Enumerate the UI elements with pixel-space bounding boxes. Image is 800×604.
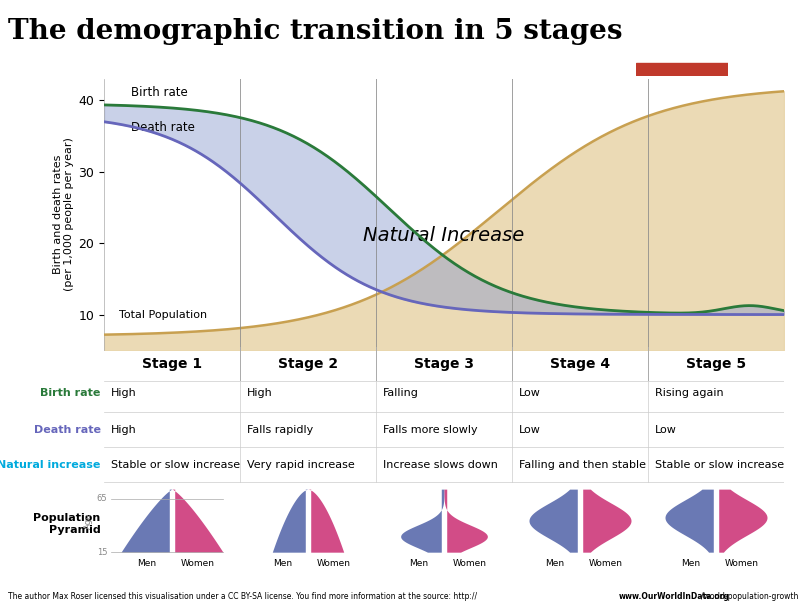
Text: Stage 3: Stage 3 — [414, 357, 474, 371]
Text: Men: Men — [681, 559, 700, 568]
Text: Birth rate: Birth rate — [131, 86, 188, 98]
Text: Women: Women — [181, 559, 214, 568]
Text: Stage 2: Stage 2 — [278, 357, 338, 371]
Text: High: High — [110, 425, 137, 434]
Text: Men: Men — [545, 559, 564, 568]
Text: High: High — [110, 388, 137, 398]
Text: Men: Men — [137, 559, 156, 568]
Text: www.OurWorldInData.org: www.OurWorldInData.org — [618, 592, 730, 601]
Text: Stable or slow increase: Stable or slow increase — [655, 460, 784, 469]
Text: Falling and then stable: Falling and then stable — [518, 460, 646, 469]
Text: Rising again: Rising again — [655, 388, 723, 398]
Text: Our World: Our World — [652, 21, 712, 31]
Text: Women: Women — [317, 559, 350, 568]
Text: Women: Women — [453, 559, 486, 568]
Text: Death rate: Death rate — [131, 121, 195, 135]
Text: The author Max Roser licensed this visualisation under a CC BY-SA license. You f: The author Max Roser licensed this visua… — [8, 592, 477, 601]
Text: Falling: Falling — [383, 388, 418, 398]
Text: Natural increase: Natural increase — [0, 460, 101, 469]
Text: 15: 15 — [97, 548, 107, 557]
Text: Men: Men — [273, 559, 292, 568]
Text: Death rate: Death rate — [34, 425, 101, 434]
Text: Low: Low — [655, 425, 677, 434]
Text: Men: Men — [409, 559, 428, 568]
Text: /world-population-growth: /world-population-growth — [701, 592, 798, 601]
Bar — [636, 63, 728, 76]
Text: Stable or slow increase: Stable or slow increase — [110, 460, 240, 469]
Text: Stage 4: Stage 4 — [550, 357, 610, 371]
Text: Population
Pyramid: Population Pyramid — [34, 513, 101, 535]
Text: Low: Low — [518, 425, 541, 434]
Text: Very rapid increase: Very rapid increase — [246, 460, 354, 469]
Text: Natural Increase: Natural Increase — [363, 226, 525, 245]
Text: Stage 5: Stage 5 — [686, 357, 746, 371]
Text: Falls rapidly: Falls rapidly — [246, 425, 313, 434]
Text: High: High — [246, 388, 273, 398]
Text: Birth rate: Birth rate — [40, 388, 101, 398]
Text: Increase slows down: Increase slows down — [383, 460, 498, 469]
Text: Stage 1: Stage 1 — [142, 357, 202, 371]
Y-axis label: Birth and death rates
(per 1,000 people per year): Birth and death rates (per 1,000 people … — [53, 138, 74, 291]
Text: Women: Women — [589, 559, 622, 568]
Text: Low: Low — [518, 388, 541, 398]
Text: in Data: in Data — [661, 37, 703, 48]
Text: 65: 65 — [97, 494, 107, 503]
Text: Age: Age — [84, 512, 93, 529]
Text: Falls more slowly: Falls more slowly — [383, 425, 478, 434]
Text: The demographic transition in 5 stages: The demographic transition in 5 stages — [8, 18, 622, 45]
Text: Total Population: Total Population — [119, 310, 207, 320]
Text: Women: Women — [725, 559, 758, 568]
